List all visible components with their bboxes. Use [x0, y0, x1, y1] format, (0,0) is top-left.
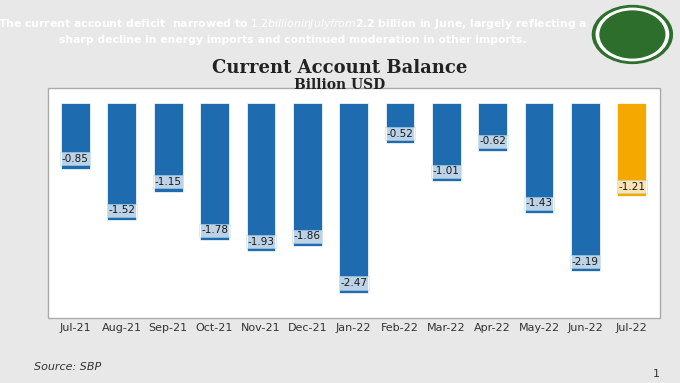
Text: -1.21: -1.21	[618, 182, 645, 192]
Text: Current Account Balance: Current Account Balance	[212, 59, 468, 77]
Bar	[432, 103, 461, 181]
Text: 1: 1	[653, 369, 660, 379]
Text: -0.52: -0.52	[386, 129, 413, 139]
Text: -0.85: -0.85	[62, 154, 89, 164]
Text: -1.15: -1.15	[154, 177, 182, 187]
Circle shape	[600, 11, 665, 58]
Text: -1.43: -1.43	[526, 198, 553, 208]
Bar	[617, 103, 646, 196]
Text: Source: SBP: Source: SBP	[34, 362, 101, 372]
Text: -1.93: -1.93	[248, 237, 274, 247]
Bar	[478, 103, 507, 151]
Text: -0.62: -0.62	[479, 136, 506, 146]
Bar	[571, 103, 600, 271]
Text: The current account deficit  narrowed to $1.2 billion in July from $2.2 billion : The current account deficit narrowed to …	[0, 16, 587, 46]
Text: -1.86: -1.86	[294, 231, 321, 241]
Text: -2.47: -2.47	[340, 278, 367, 288]
Bar	[154, 103, 182, 192]
Bar	[107, 103, 136, 220]
Bar	[246, 103, 275, 251]
Text: -1.78: -1.78	[201, 225, 228, 235]
Bar	[61, 103, 90, 169]
Text: Billion USD: Billion USD	[294, 78, 386, 92]
Circle shape	[592, 5, 673, 64]
Bar	[386, 103, 414, 143]
Circle shape	[596, 8, 668, 61]
Bar	[339, 103, 368, 293]
Text: -1.52: -1.52	[108, 205, 135, 215]
Bar	[293, 103, 322, 246]
Text: -2.19: -2.19	[572, 257, 599, 267]
Bar	[525, 103, 554, 213]
Text: -1.01: -1.01	[433, 166, 460, 176]
Bar	[200, 103, 229, 240]
